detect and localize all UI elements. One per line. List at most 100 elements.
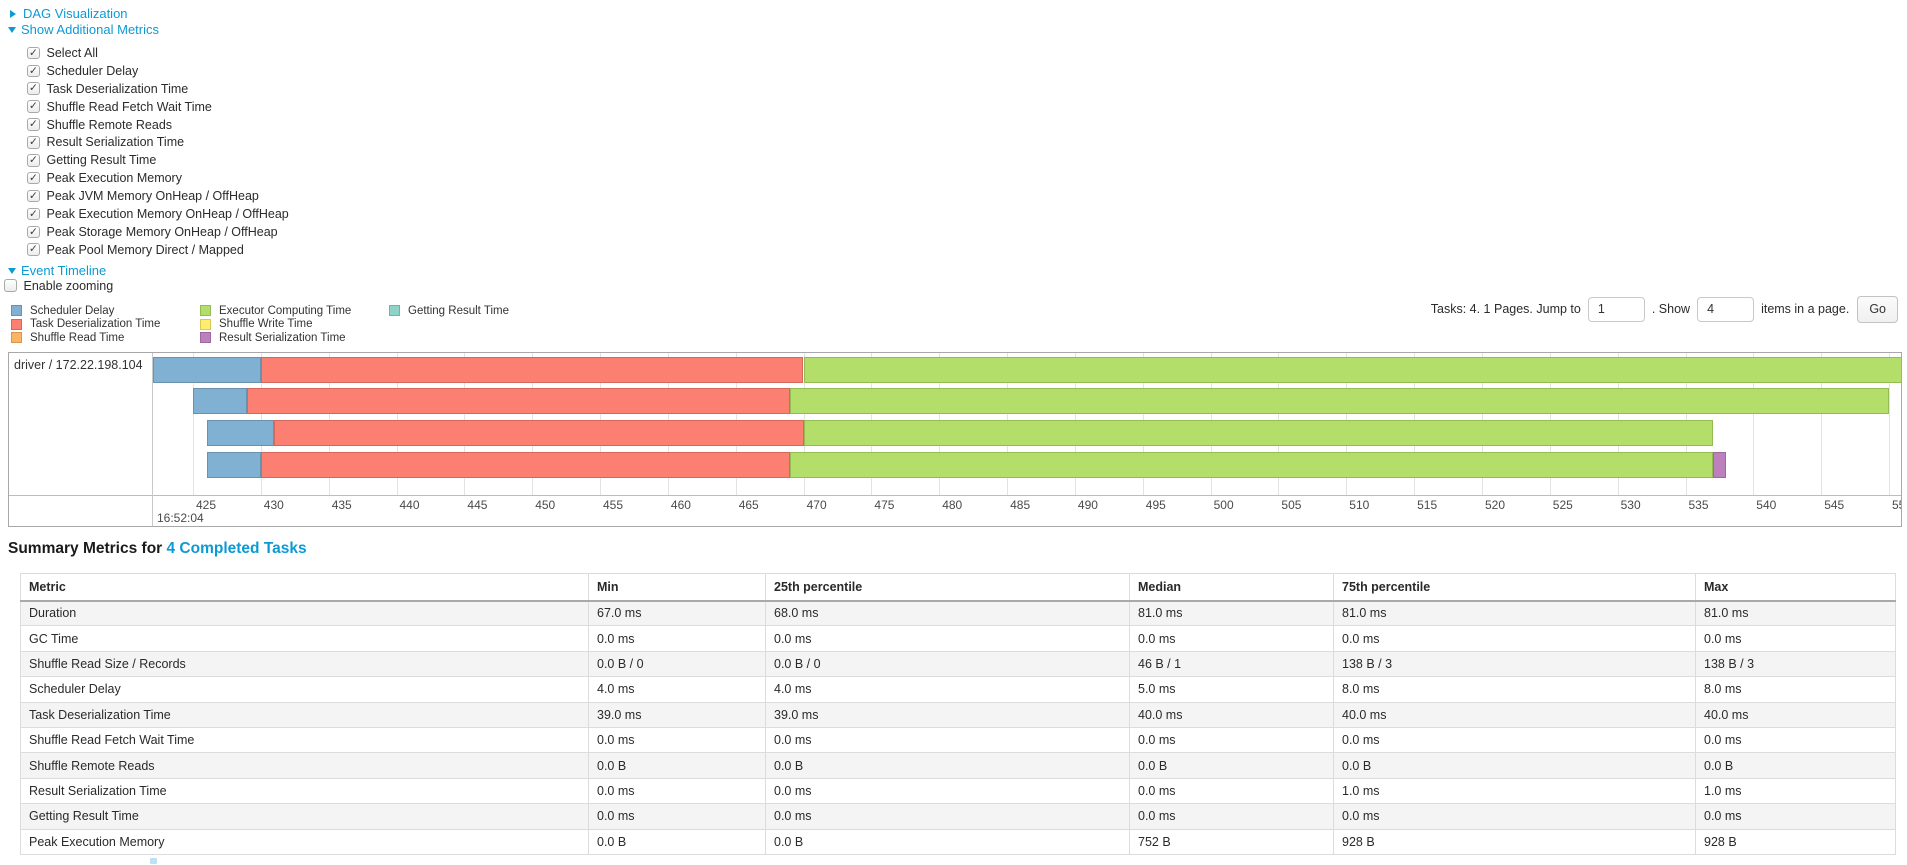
metric-value-cell: 39.0 ms: [588, 701, 766, 728]
metric-checkbox-row: Shuffle Read Fetch Wait Time: [27, 98, 289, 116]
summary-metrics-heading: Summary Metrics for 4 Completed Tasks: [8, 540, 307, 558]
legend-item: Executor Computing Time: [200, 304, 351, 318]
metric-name-cell: GC Time: [20, 625, 589, 652]
metric-checkbox[interactable]: [27, 189, 40, 203]
legend-label: Result Serialization Time: [219, 331, 346, 344]
metric-checkbox[interactable]: [27, 171, 40, 185]
event-timeline-label: Event Timeline: [21, 263, 107, 279]
metric-checkbox[interactable]: [27, 118, 40, 131]
metric-checkbox-row: Result Serialization Time: [27, 133, 289, 151]
metric-value-cell: 0.0 ms: [765, 777, 1130, 805]
axis-tick-label: 505: [1281, 498, 1302, 512]
go-button[interactable]: Go: [1857, 295, 1898, 323]
metric-checkbox-label: Scheduler Delay: [46, 63, 139, 78]
metric-value-cell: 0.0 ms: [1333, 803, 1696, 830]
metric-checkbox[interactable]: [27, 46, 40, 60]
metric-value-cell: 0.0 B / 0: [765, 650, 1130, 678]
metric-value-cell: 0.0 ms: [588, 803, 766, 830]
metric-checkbox[interactable]: [27, 243, 40, 256]
legend-swatch: [11, 305, 22, 317]
gridline: [193, 353, 194, 495]
metric-checkbox-label: Peak Execution Memory: [46, 171, 182, 186]
metric-value-cell: 138 B / 3: [1333, 650, 1696, 678]
metric-checkbox[interactable]: [27, 207, 40, 221]
legend-column: Executor Computing Time Shuffle Write Tim…: [200, 304, 351, 345]
show-text: . Show: [1651, 302, 1691, 316]
metric-value-cell: 1.0 ms: [1695, 777, 1896, 805]
metric-checkbox-row: Task Deserialization Time: [27, 80, 289, 98]
task-bar-segment-executor_computing: [803, 420, 1713, 446]
table-row: Result Serialization Time 0.0 ms 0.0 ms 0.0…: [20, 777, 1896, 805]
legend-swatch: [200, 305, 211, 317]
task-bar-segment-task_deserialization: [260, 452, 790, 478]
metric-value-cell: 0.0 ms: [1129, 803, 1334, 830]
metric-value-cell: 0.0 B: [1695, 752, 1896, 779]
metric-value-cell: 0.0 ms: [1333, 726, 1696, 754]
metric-value-cell: 0.0 ms: [1333, 625, 1696, 652]
table-header-cell: 25th percentile: [765, 573, 1130, 602]
axis-tick-label: 445: [467, 498, 488, 512]
timeline-legend: Scheduler Delay Task Deserialization Time…: [8, 304, 608, 348]
enable-zooming-checkbox[interactable]: [4, 279, 17, 292]
metric-checkbox[interactable]: [27, 100, 40, 113]
gridline: [1753, 353, 1755, 495]
completed-tasks-link[interactable]: 4 Completed Tasks: [166, 540, 307, 557]
table-header-cell: Min: [588, 573, 766, 602]
metric-checkbox[interactable]: [27, 225, 40, 239]
metric-checkbox[interactable]: [27, 82, 40, 95]
table-header-cell: Metric: [20, 573, 589, 602]
metric-value-cell: 68.0 ms: [765, 599, 1130, 627]
metric-value-cell: 8.0 ms: [1695, 676, 1896, 703]
task-pagination: Tasks: 4. 1 Pages. Jump to . Show items …: [1431, 294, 1898, 324]
metric-value-cell: 5.0 ms: [1129, 676, 1334, 703]
metric-checkbox-row: Select All: [27, 44, 289, 62]
axis-tick-label: 550: [1892, 498, 1901, 512]
metric-checkbox[interactable]: [27, 136, 40, 149]
axis-tick-label: 465: [738, 498, 759, 512]
table-row: Peak Execution Memory 0.0 B 0.0 B 752 B 928 …: [20, 828, 1896, 855]
metric-checkbox-label: Shuffle Read Fetch Wait Time: [46, 99, 212, 114]
axis-tick-label: 470: [806, 498, 827, 512]
items-per-page-input[interactable]: [1697, 296, 1755, 322]
collapsed-arrow-icon: [10, 9, 16, 18]
axis-tick-label: 530: [1620, 498, 1641, 512]
legend-column: Getting Result Time: [389, 304, 509, 318]
legend-swatch: [11, 318, 22, 330]
metric-value-cell: 81.0 ms: [1129, 599, 1334, 627]
metric-checkbox-label: Shuffle Remote Reads: [46, 117, 173, 132]
task-bar-segment-task_deserialization: [247, 388, 790, 414]
table-header-cell: 75th percentile: [1333, 573, 1696, 602]
metric-value-cell: 0.0 ms: [1695, 625, 1896, 652]
metric-checkbox-label: Peak Storage Memory OnHeap / OffHeap: [46, 224, 278, 239]
task-bar-segment-executor_computing: [803, 357, 1901, 383]
enable-zooming-row[interactable]: Enable zooming: [4, 278, 113, 293]
metric-value-cell: 1.0 ms: [1333, 777, 1696, 805]
summary-metrics-table: Metric Min 25th percentile Median 75th perce…: [20, 573, 1896, 855]
metric-name-cell: Shuffle Remote Reads: [20, 752, 589, 779]
axis-tick-label: 500: [1213, 498, 1234, 512]
metric-value-cell: 0.0 B: [588, 752, 766, 779]
metric-checkbox[interactable]: [27, 64, 40, 78]
metric-name-cell: Shuffle Read Fetch Wait Time: [20, 726, 589, 754]
task-bar-segment-scheduler_delay: [206, 420, 275, 446]
legend-item: Scheduler Delay: [11, 304, 160, 318]
legend-label: Shuffle Write Time: [219, 318, 313, 331]
legend-label: Getting Result Time: [408, 304, 509, 317]
metric-value-cell: 0.0 B: [1129, 752, 1334, 779]
jump-to-page-input[interactable]: [1587, 296, 1645, 322]
show-additional-metrics-toggle[interactable]: Show Additional Metrics: [8, 22, 159, 38]
event-timeline-toggle[interactable]: Event Timeline: [8, 263, 106, 279]
gridline: [1889, 353, 1890, 495]
metric-value-cell: 752 B: [1129, 828, 1334, 855]
metric-checkbox[interactable]: [27, 154, 40, 167]
dag-visualization-toggle[interactable]: DAG Visualization: [8, 6, 159, 22]
task-bar-segment-executor_computing: [790, 388, 1889, 414]
metric-name-cell: Shuffle Read Size / Records: [20, 650, 589, 678]
metric-value-cell: 0.0 ms: [1129, 726, 1334, 754]
table-header-cell: Median: [1129, 573, 1334, 602]
metric-checkbox-row: Peak Execution Memory: [27, 169, 289, 187]
metric-value-cell: 0.0 ms: [588, 625, 766, 652]
legend-swatch: [389, 305, 400, 317]
summary-heading-prefix: Summary Metrics for: [8, 540, 167, 557]
items-per-page-text: items in a page.: [1761, 302, 1850, 316]
